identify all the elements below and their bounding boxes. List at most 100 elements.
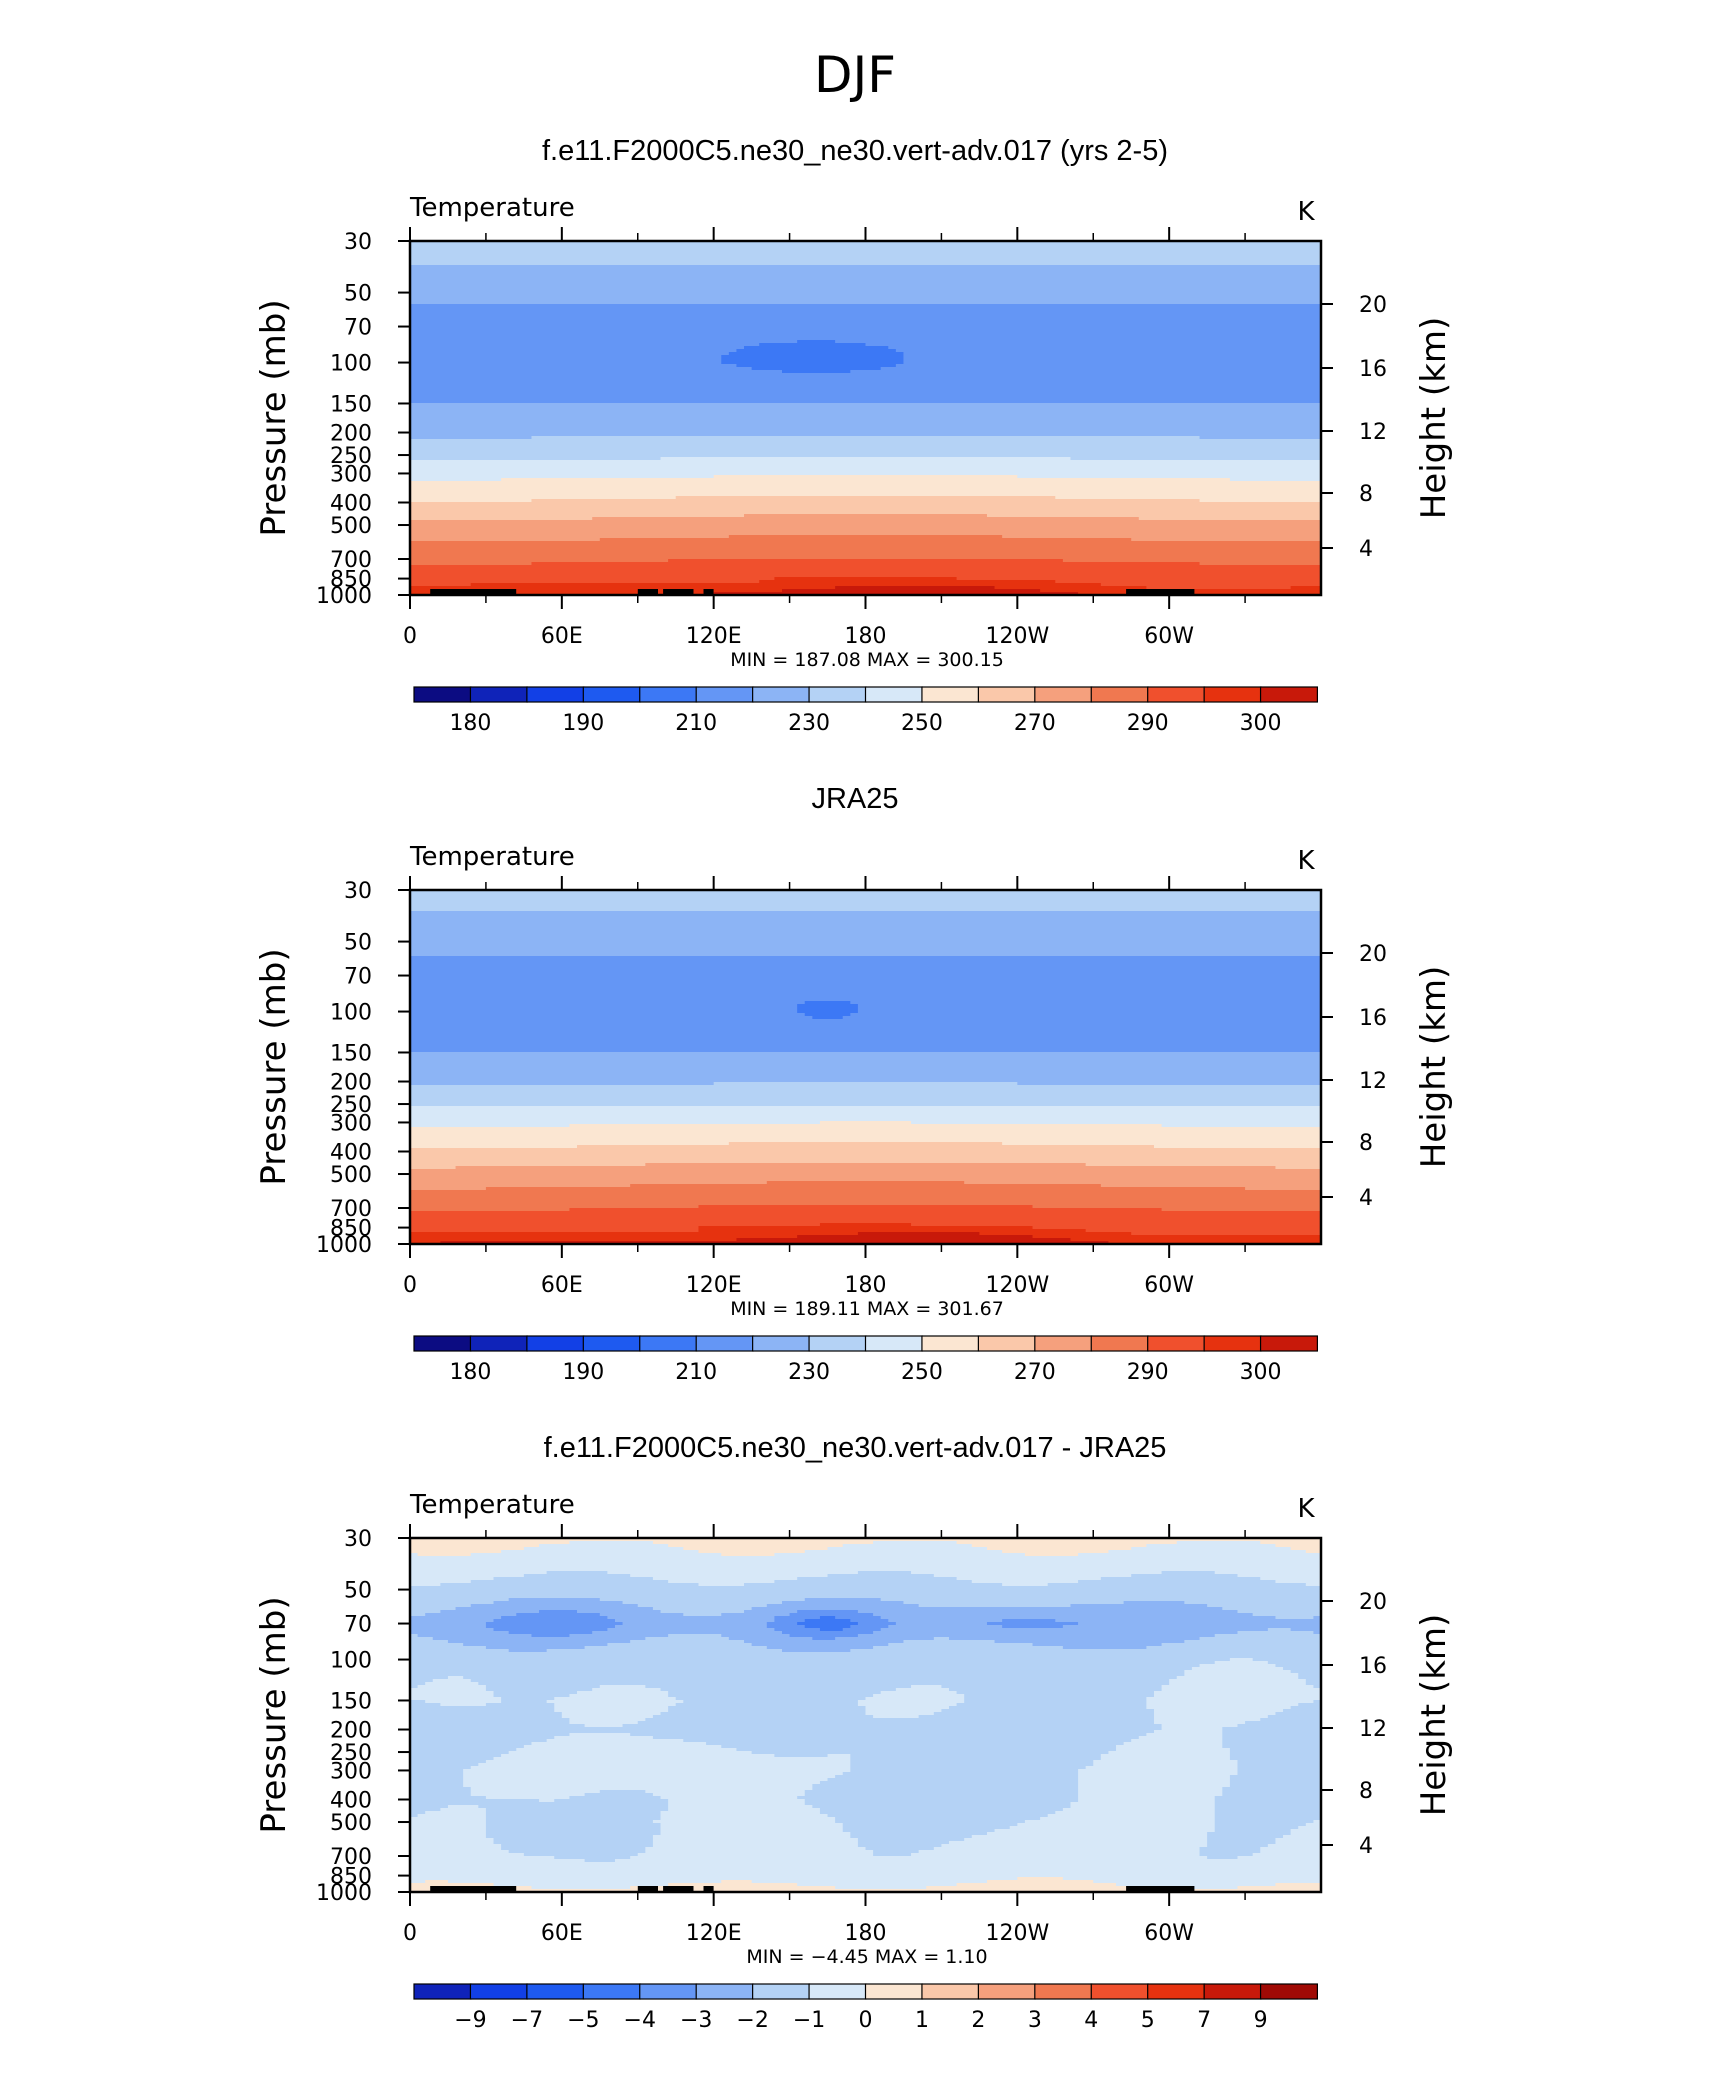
heatmap-cell [410, 1838, 495, 1842]
heatmap-cell [410, 1565, 1322, 1569]
heatmap-cell [1275, 1664, 1322, 1668]
height-tick-label: 8 [1359, 1779, 1373, 1804]
heatmap-cell [410, 1655, 1322, 1659]
x-tick-label: 120W [985, 1921, 1049, 1946]
heatmap-cell [410, 1841, 495, 1845]
y-tick-label: 1000 [316, 1233, 372, 1258]
heatmap-cell [478, 1805, 669, 1809]
heatmap-cell [1214, 1661, 1269, 1665]
heatmap-cell [1131, 1232, 1322, 1236]
heatmap-cell [941, 1844, 1208, 1848]
y-tick-label: 70 [344, 965, 372, 990]
heatmap-cell [1093, 1880, 1322, 1884]
heatmap-cell [1275, 1883, 1322, 1887]
heatmap-cell [1191, 1667, 1284, 1671]
heatmap-cell [410, 562, 533, 566]
x-tick-label: 0 [403, 624, 417, 649]
heatmap-cell [410, 337, 1322, 341]
heatmap-cell [410, 517, 593, 521]
heatmap-cell [410, 1088, 1322, 1092]
colorbar-swatch [639, 1983, 698, 2000]
heatmap-cell [1146, 1700, 1315, 1704]
heatmap-cell [1290, 1832, 1322, 1836]
heatmap-cell [410, 502, 1322, 506]
heatmap-cell [706, 1742, 1125, 1746]
heatmap-cell [797, 340, 836, 344]
heatmap-cell [493, 1841, 654, 1845]
heatmap-cell [1207, 1856, 1239, 1860]
heatmap-cell [410, 1139, 1322, 1143]
height-tick-label: 8 [1359, 482, 1373, 507]
heatmap-cell [410, 1763, 479, 1767]
heatmap-cell [660, 1811, 821, 1815]
heatmap-cell [410, 418, 1322, 422]
heatmap-cell [956, 1577, 1102, 1581]
heatmap-cell [599, 1790, 646, 1794]
colorbar-label: 250 [901, 711, 943, 736]
heatmap-cell [410, 439, 1322, 443]
heatmap-cell [857, 1844, 943, 1848]
heatmap-cell [410, 283, 1322, 287]
heatmap-cell [766, 1181, 965, 1185]
heatmap-cell [410, 1775, 464, 1779]
heatmap-cell [417, 1553, 472, 1557]
colorbar-swatch [1147, 1335, 1206, 1352]
heatmap-cell [569, 1124, 1163, 1128]
heatmap-cell [410, 950, 1322, 954]
heatmap-cell [410, 451, 1322, 455]
heatmap-cell [410, 1076, 1322, 1080]
heatmap-cell [410, 1703, 441, 1707]
heatmap-cell [850, 1832, 988, 1836]
heatmap-cell [675, 496, 1056, 500]
colorbar-label: 230 [788, 1360, 830, 1385]
heatmap-cell [410, 1217, 1322, 1221]
heatmap-cell [827, 1814, 1049, 1818]
heatmap-cell [986, 1880, 1094, 1884]
heatmap-cell [410, 1829, 487, 1833]
heatmap-cell [410, 1871, 1322, 1875]
heatmap-cell [903, 352, 1322, 356]
heatmap-cell [1207, 1835, 1284, 1839]
heatmap-cell [721, 361, 905, 365]
heatmap-cell [410, 941, 1322, 945]
topography-block [637, 589, 658, 595]
height-axis: 20 16 12 8 4 Height (km) [1321, 293, 1454, 562]
heatmap-cell [410, 1688, 487, 1692]
heatmap-cell [1290, 586, 1322, 590]
heatmap-cell [410, 1043, 1322, 1047]
heatmap-cell [539, 1610, 578, 1614]
heatmap-cell [410, 1739, 548, 1743]
heatmap-cell [857, 1700, 965, 1704]
heatmap-cell [1214, 1811, 1322, 1815]
heatmap-cell [410, 577, 775, 581]
heatmap-cell [410, 1115, 1322, 1119]
heatmap-cell [721, 355, 905, 359]
x-tick-label: 60E [541, 1273, 583, 1298]
heatmap-cell [599, 1685, 646, 1689]
heatmap-cell [410, 1184, 631, 1188]
heatmap-cell [516, 1748, 738, 1752]
heatmap-cell [410, 244, 1322, 248]
heatmap-cell [410, 1634, 419, 1638]
heatmap-cell [911, 1121, 1322, 1125]
heatmap-cell [410, 1706, 555, 1710]
heatmap-cell [425, 1811, 487, 1815]
topography-block [703, 589, 714, 595]
heatmap-cell [1146, 586, 1292, 590]
heatmap-cell [660, 1829, 844, 1833]
y-tick-label: 100 [330, 1649, 372, 1674]
topography-block [637, 1886, 658, 1892]
heatmap-cell [410, 1214, 1322, 1218]
heatmap-cell [728, 352, 905, 356]
heatmap-cell [410, 1826, 487, 1830]
heatmap-cell [410, 1553, 419, 1557]
heatmap-cell [819, 1223, 912, 1227]
variable-label: Temperature [409, 842, 575, 872]
heatmap-cell [1032, 1235, 1322, 1239]
x-tick-label: 120E [686, 1273, 742, 1298]
heatmap-cell [1078, 1775, 1231, 1779]
heatmap-cell [614, 1859, 1322, 1863]
heatmap-cell [1298, 1826, 1322, 1830]
heatmap-cell [1237, 1769, 1322, 1773]
